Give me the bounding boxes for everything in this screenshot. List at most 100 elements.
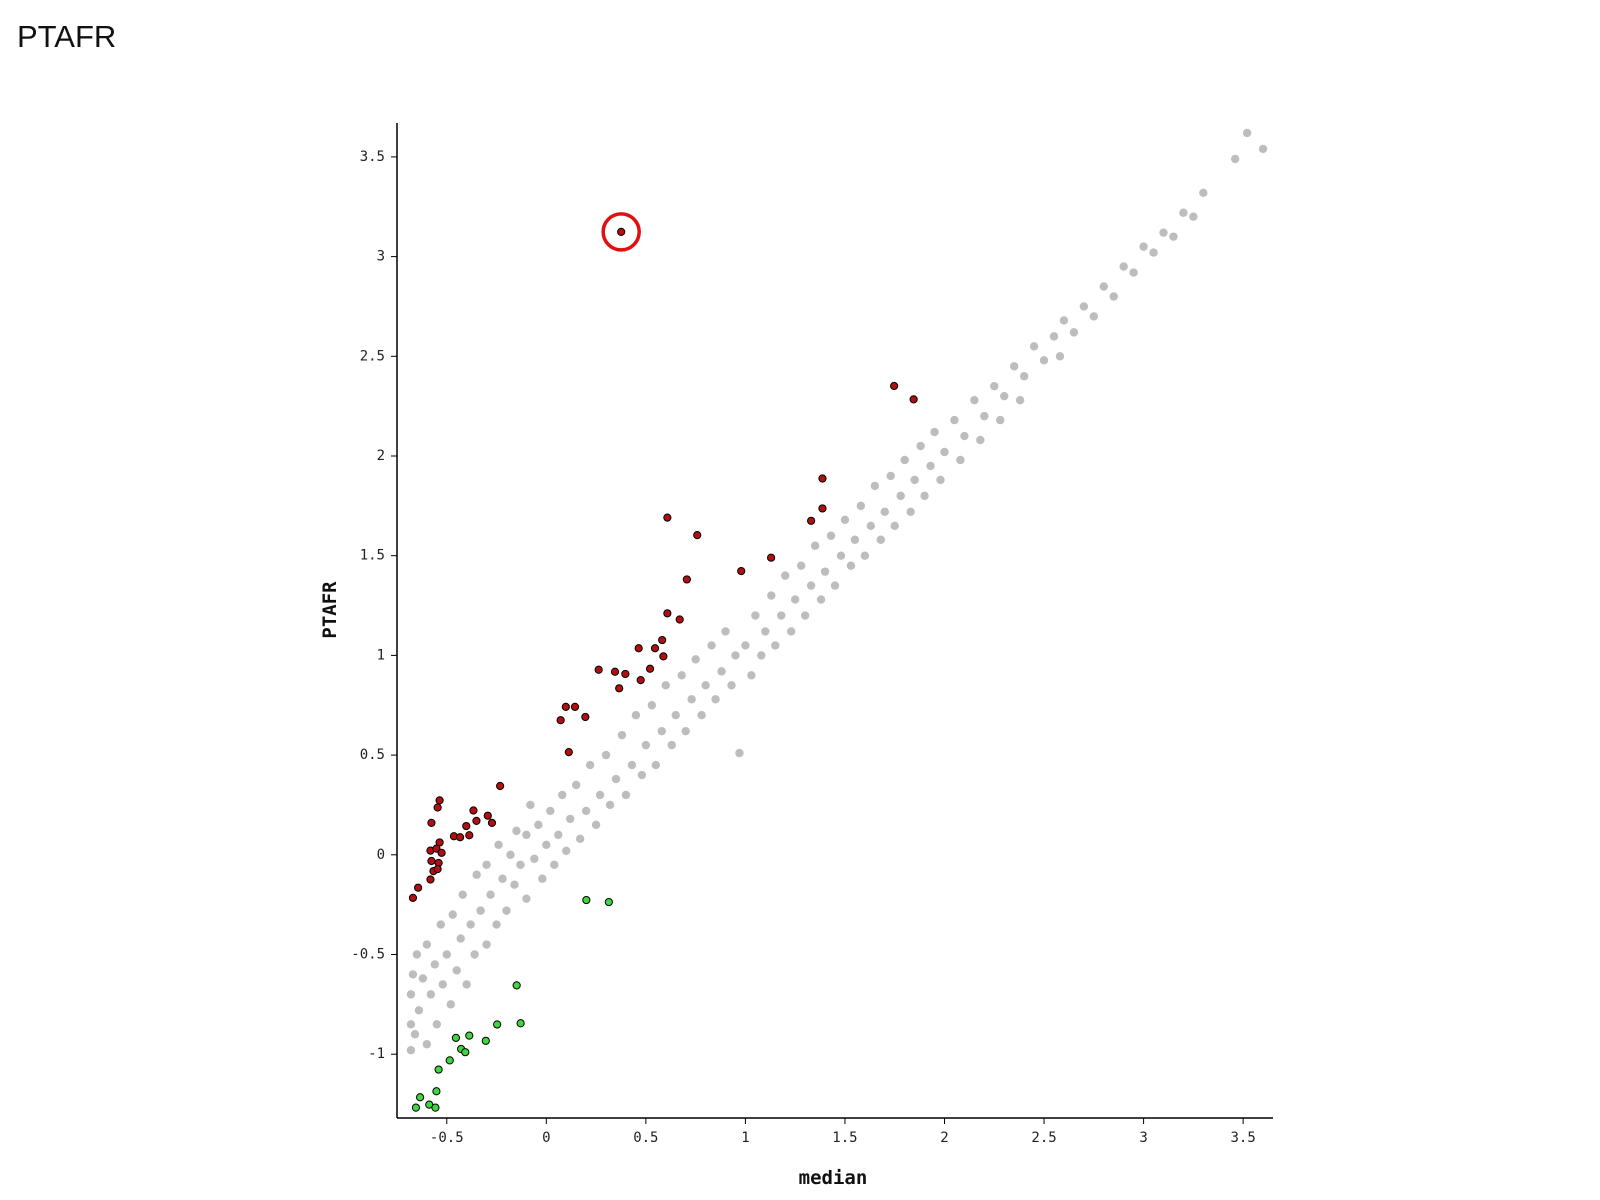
point: [956, 455, 965, 465]
point: [701, 681, 710, 690]
y-tick-label: 0.5: [360, 747, 385, 763]
point: [731, 651, 740, 660]
point: [595, 790, 605, 800]
point: [610, 667, 620, 676]
x-tick-label: 1: [741, 1130, 749, 1146]
point: [682, 575, 691, 584]
point: [636, 676, 645, 685]
point: [493, 1020, 502, 1029]
point: [502, 906, 511, 915]
point: [414, 1006, 424, 1015]
point: [556, 716, 565, 725]
point: [1179, 208, 1188, 217]
point: [747, 671, 756, 680]
point: [611, 774, 621, 784]
point: [906, 507, 915, 517]
point: [566, 814, 575, 824]
point: [836, 551, 846, 560]
point: [960, 431, 969, 441]
point: [564, 748, 573, 757]
point: [761, 627, 770, 636]
point: [438, 980, 447, 989]
point: [916, 441, 925, 451]
point: [415, 1093, 425, 1102]
point: [663, 513, 672, 522]
point: [422, 940, 432, 949]
point: [1019, 372, 1029, 381]
point: [526, 800, 535, 810]
point: [433, 865, 442, 874]
point: [717, 667, 726, 676]
x-tick-label: 3.5: [1230, 1130, 1255, 1146]
point: [1089, 312, 1099, 321]
point: [585, 760, 595, 770]
point: [465, 1031, 474, 1040]
point: [615, 684, 624, 693]
point: [434, 1065, 443, 1074]
point: [677, 671, 686, 680]
point: [659, 652, 668, 661]
point: [476, 906, 485, 915]
point: [431, 1103, 440, 1112]
point: [621, 669, 630, 679]
point: [561, 702, 570, 711]
point: [591, 820, 601, 830]
point: [494, 840, 503, 850]
x-tick-label: 2.5: [1031, 1130, 1056, 1146]
point: [826, 531, 836, 540]
point: [433, 803, 442, 812]
point: [840, 515, 850, 525]
point: [830, 581, 840, 590]
point: [554, 830, 563, 840]
point: [697, 711, 706, 720]
point: [469, 806, 478, 815]
point: [446, 1000, 455, 1009]
point: [412, 950, 422, 959]
point: [512, 826, 521, 836]
point: [1159, 228, 1168, 237]
point: [482, 940, 491, 949]
point: [1258, 144, 1268, 154]
point: [408, 893, 418, 902]
point: [691, 655, 700, 664]
point: [771, 641, 780, 650]
point: [496, 781, 505, 791]
point: [681, 726, 690, 736]
point: [1055, 352, 1065, 361]
point: [581, 712, 590, 722]
point: [461, 1048, 470, 1057]
point: [657, 726, 666, 736]
y-tick-label: 1: [377, 647, 385, 663]
point: [1109, 292, 1118, 301]
point: [920, 491, 929, 501]
x-tick-label: 2: [940, 1130, 948, 1146]
point: [472, 870, 481, 879]
point: [422, 1040, 432, 1049]
point: [466, 920, 475, 929]
point: [472, 816, 481, 825]
point: [627, 760, 637, 770]
point: [631, 711, 641, 720]
y-tick-label: 0: [377, 847, 385, 863]
point: [430, 960, 440, 969]
point: [711, 695, 720, 704]
point: [651, 760, 661, 770]
x-tick-label: 0: [542, 1130, 550, 1146]
point: [1015, 395, 1025, 405]
point: [605, 800, 615, 810]
x-tick-label: 0.5: [633, 1130, 658, 1146]
point: [487, 818, 497, 827]
point: [1099, 282, 1108, 291]
point: [601, 750, 611, 760]
x-tick-label: 1.5: [832, 1130, 857, 1146]
point: [1230, 154, 1240, 164]
point: [737, 566, 746, 576]
point: [757, 651, 766, 660]
point: [787, 627, 796, 636]
point: [435, 838, 444, 847]
point: [976, 435, 985, 445]
point: [406, 990, 416, 999]
point: [1199, 188, 1208, 197]
point: [448, 910, 457, 919]
point: [790, 595, 800, 604]
